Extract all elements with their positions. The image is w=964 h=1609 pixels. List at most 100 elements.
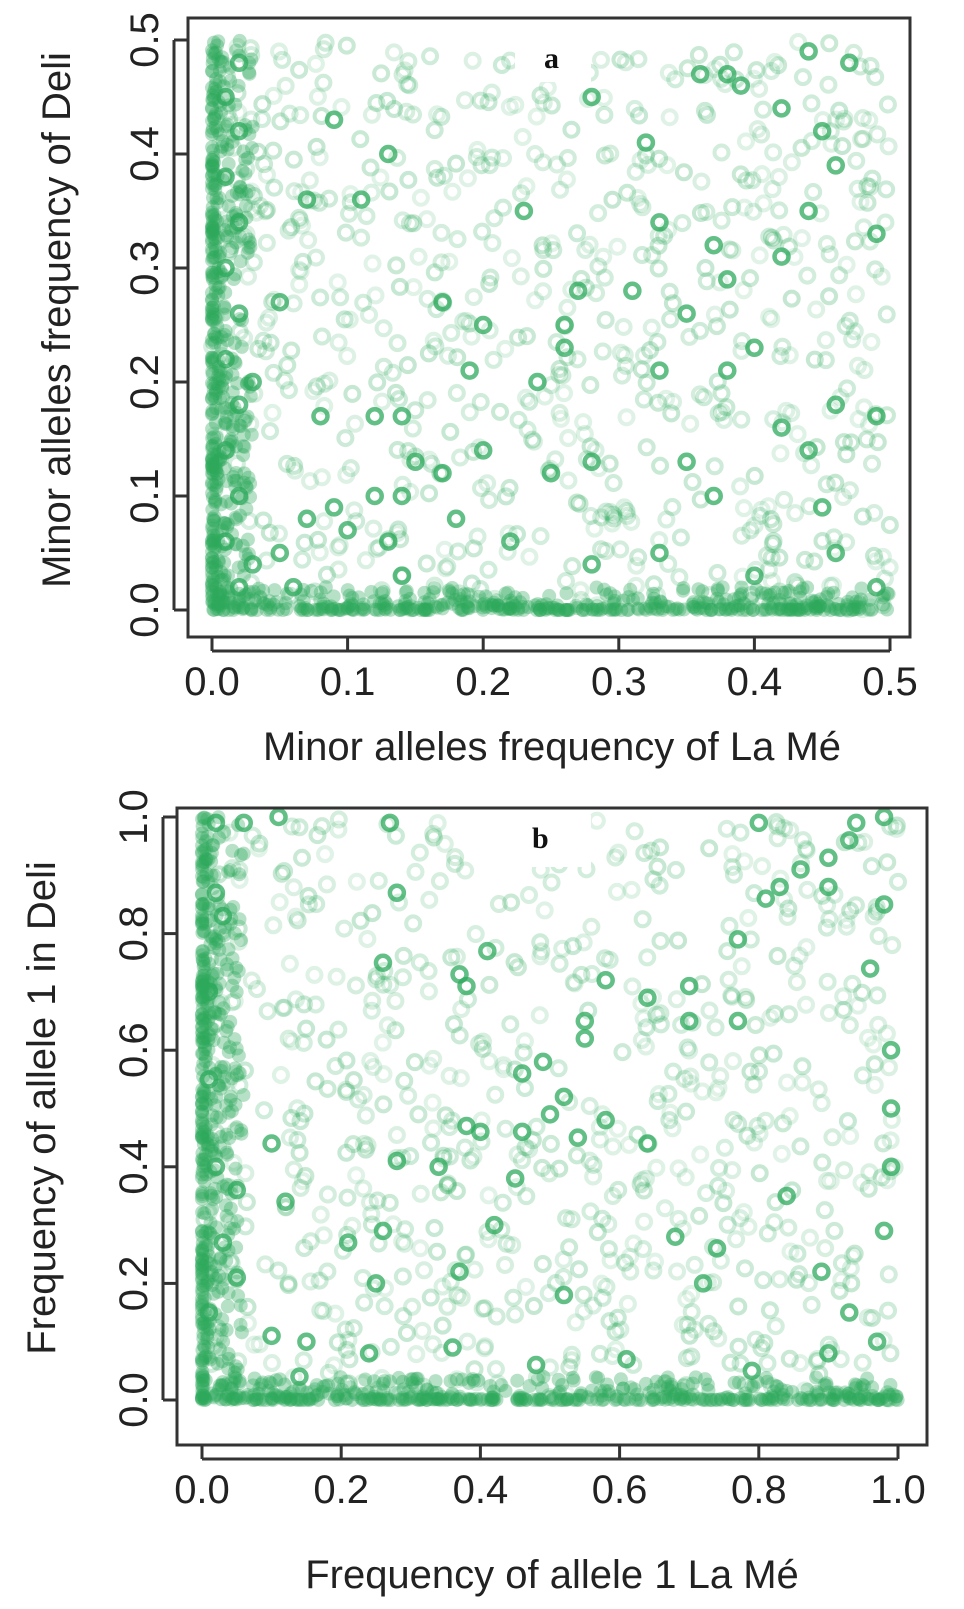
panel-b-faint-point — [715, 1138, 734, 1157]
panel-a-dense-point — [462, 601, 477, 616]
panel-b-faint-point — [461, 1151, 480, 1170]
panel-a-dense-point — [208, 310, 223, 325]
panel-b-dense-point — [795, 1392, 810, 1407]
panel-b-data-point — [512, 1122, 532, 1142]
panel-b-dense-point — [195, 1031, 210, 1046]
panel-b-dense-point — [776, 1392, 791, 1407]
panel-a-dense-point — [219, 474, 234, 489]
panel-b-faint-point — [200, 1330, 219, 1349]
panel-b-faint-point — [788, 1244, 807, 1263]
panel-a-data-point — [473, 441, 493, 460]
panel-a-dense-point — [833, 602, 848, 617]
panel-a-y-tick-label: 0.0 — [123, 582, 167, 638]
panel-a-faint-point — [879, 137, 898, 156]
panel-a-faint-point — [308, 530, 327, 549]
panel-b-faint-point — [508, 1145, 527, 1164]
panel-a-faint-point — [570, 494, 589, 513]
panel-b-faint-point — [663, 1119, 682, 1138]
panel-b-dense-point — [251, 1386, 266, 1401]
panel-b-data-point — [429, 1157, 448, 1177]
panel-a-dense-point — [205, 477, 220, 492]
panel-b-faint-point — [318, 1262, 337, 1281]
panel-a-faint-point — [807, 300, 826, 319]
panel-a-dense-point — [209, 559, 224, 574]
panel-a-dense-point — [513, 595, 528, 610]
panel-b-dense-point — [245, 1392, 260, 1407]
panel-b-faint-point — [317, 1030, 336, 1049]
panel-a-dense-point — [508, 590, 523, 605]
panel-a-dense-point — [781, 602, 796, 617]
panel-a-dense-point — [597, 582, 612, 597]
panel-b-x-tick-label: 0.6 — [592, 1468, 648, 1512]
panel-a-faint-point — [626, 576, 645, 595]
panel-a-dense-point — [417, 602, 432, 617]
panel-b-faint-point — [845, 1244, 864, 1263]
panel-a-faint-point — [592, 540, 611, 559]
panel-a-data-point — [446, 509, 466, 529]
panel-a-dense-point — [205, 376, 220, 391]
panel-a-dense-point — [696, 601, 711, 616]
panel-a-dense-point — [205, 159, 220, 174]
panel-a-faint-point — [509, 328, 528, 347]
panel-a-dense-point — [420, 602, 435, 617]
panel-b-data-point — [471, 1122, 490, 1142]
panel-a-dense-point — [205, 152, 220, 167]
panel-b-faint-point — [650, 876, 669, 895]
panel-b-faint-point — [517, 1187, 536, 1206]
panel-b-dense-point — [200, 1128, 215, 1143]
panel-b-faint-point — [535, 901, 554, 920]
panel-a-dense-point — [236, 448, 251, 463]
panel-b-dense-point — [213, 1007, 228, 1022]
panel-b-dense-point — [236, 1087, 251, 1102]
panel-b-dense-point — [512, 1389, 527, 1404]
panel-a-faint-point — [464, 442, 483, 461]
panel-b-dense-point — [335, 1382, 350, 1397]
panel-a-faint-point — [428, 105, 447, 124]
panel-b-faint-point — [745, 1133, 764, 1152]
panel-a-faint-point — [765, 53, 784, 72]
panel-b-faint-point — [399, 1086, 418, 1105]
panel-b-dense-point — [198, 951, 213, 966]
panel-a-dense-point — [233, 254, 248, 269]
panel-b-faint-point — [279, 1275, 298, 1294]
panel-a-dense-point — [397, 601, 412, 616]
panel-a-dense-point — [831, 596, 846, 611]
panel-b-faint-point — [621, 1247, 640, 1266]
panel-b-dense-point — [272, 1389, 287, 1404]
panel-b-dense-point — [863, 1392, 878, 1407]
panel-b-dense-point — [462, 1392, 477, 1407]
panel-b-dense-point — [380, 1391, 395, 1406]
panel-b-faint-point — [606, 848, 625, 867]
panel-b-faint-point — [818, 1171, 837, 1190]
panel-b-dense-point — [298, 1392, 313, 1407]
panel-a-faint-point — [337, 36, 356, 55]
panel-a-faint-point — [717, 398, 736, 417]
panel-b-dense-point — [195, 1365, 210, 1380]
panel-a-faint-point — [439, 346, 458, 365]
panel-b-faint-point — [865, 1076, 884, 1095]
panel-a-dense-point — [205, 169, 220, 184]
panel-a-dense-point — [213, 364, 228, 379]
panel-a-dense-point — [296, 594, 311, 609]
panel-b-data-point — [867, 1332, 887, 1351]
panel-a-dense-point — [213, 339, 228, 354]
panel-a-faint-point — [380, 182, 399, 201]
panel-b-dense-point — [741, 1392, 756, 1407]
panel-b-dense-point — [202, 1005, 217, 1020]
panel-b-faint-point — [706, 1018, 725, 1037]
panel-a-faint-point — [273, 50, 292, 69]
panel-b-dense-point — [566, 1392, 581, 1407]
panel-a-faint-point — [207, 350, 226, 369]
panel-b-faint-point — [765, 1004, 784, 1023]
panel-a-faint-point — [632, 360, 651, 379]
panel-a-faint-point — [330, 536, 349, 555]
panel-a-dense-point — [839, 602, 854, 617]
panel-a-faint-point — [496, 487, 515, 506]
panel-a-dense-point — [712, 602, 727, 617]
panel-b-dense-point — [197, 1340, 212, 1355]
panel-a-faint-point — [752, 500, 771, 519]
panel-a-dense-point — [575, 602, 590, 617]
panel-b-dense-point — [217, 1060, 232, 1075]
panel-b-faint-point — [832, 1254, 851, 1273]
panel-b-dense-point — [213, 1110, 228, 1125]
